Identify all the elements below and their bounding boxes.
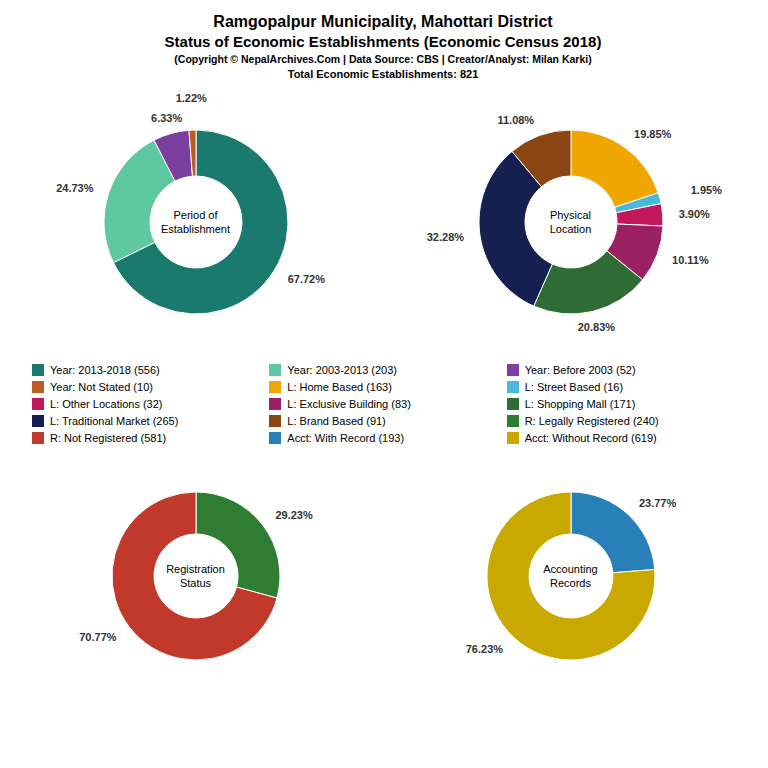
html-text:Establishment: Establishment <box>161 223 230 235</box>
svg-text:24.73%: 24.73% <box>56 182 94 194</box>
html-text:(Copyright © NepalArchives.Com: (Copyright © NepalArchives.Com | Data So… <box>174 53 592 65</box>
html-text:L: Exclusive Building (83): L: Exclusive Building (83) <box>287 398 411 410</box>
html-text:L: Traditional Market (265): L: Traditional Market (265) <box>50 415 179 427</box>
html-text:Status of Economic Establishme: Status of Economic Establishments (Econo… <box>164 33 602 50</box>
html-text:Location: Location <box>549 223 592 235</box>
html-text:Total Economic Establishments:: Total Economic Establishments: 821 <box>287 68 479 80</box>
svg-text:23.77%: 23.77% <box>638 497 676 509</box>
html-text:Acct: With Record (193): Acct: With Record (193) <box>287 432 405 444</box>
svg-text:29.23%: 29.23% <box>275 509 313 521</box>
html-text:Physical: Physical <box>550 209 591 221</box>
svg-text:67.72%: 67.72% <box>287 273 325 285</box>
svg-text:32.28%: 32.28% <box>426 231 464 243</box>
html-text:R: Legally Registered (240): R: Legally Registered (240) <box>524 415 659 427</box>
svg-text:19.85%: 19.85% <box>634 128 672 140</box>
html-text:L: Brand Based (91): L: Brand Based (91) <box>287 415 386 427</box>
html-text:L: Shopping Mall (171): L: Shopping Mall (171) <box>524 398 636 410</box>
svg-text:11.08%: 11.08% <box>497 114 534 126</box>
svg-text:3.90%: 3.90% <box>678 208 709 220</box>
svg-text:10.11%: 10.11% <box>672 254 709 266</box>
html-text:Year: Before 2003 (52): Year: Before 2003 (52) <box>524 364 636 376</box>
svg-text:76.23%: 76.23% <box>465 643 503 655</box>
html-text:L: Street Based (16): L: Street Based (16) <box>524 381 624 393</box>
html-text:Period of: Period of <box>173 209 218 221</box>
svg-text:20.83%: 20.83% <box>577 321 615 333</box>
html-text:Year: 2003-2013 (203): Year: 2003-2013 (203) <box>287 364 397 376</box>
html-text:Accounting: Accounting <box>543 563 598 575</box>
html-text:Acct: Without Record (619): Acct: Without Record (619) <box>524 432 657 444</box>
html-text:Records: Records <box>550 577 591 589</box>
svg-text:1.95%: 1.95% <box>690 184 721 196</box>
svg-text:70.77%: 70.77% <box>79 631 117 643</box>
html-text:Status: Status <box>179 577 212 589</box>
svg-text:6.33%: 6.33% <box>151 112 182 124</box>
html-text:L: Other Locations (32): L: Other Locations (32) <box>50 398 163 410</box>
html-text:Registration: Registration <box>166 563 225 575</box>
html-text:R: Not Registered (581): R: Not Registered (581) <box>50 432 167 444</box>
html-text:L: Home Based (163): L: Home Based (163) <box>287 381 392 393</box>
html-text:Ramgopalpur Municipality, Maho: Ramgopalpur Municipality, Mahottari Dist… <box>213 13 553 30</box>
html-text:Year: 2013-2018 (556): Year: 2013-2018 (556) <box>50 364 160 376</box>
html-text:Year: Not Stated (10): Year: Not Stated (10) <box>50 381 153 393</box>
svg-text:1.22%: 1.22% <box>175 92 206 104</box>
